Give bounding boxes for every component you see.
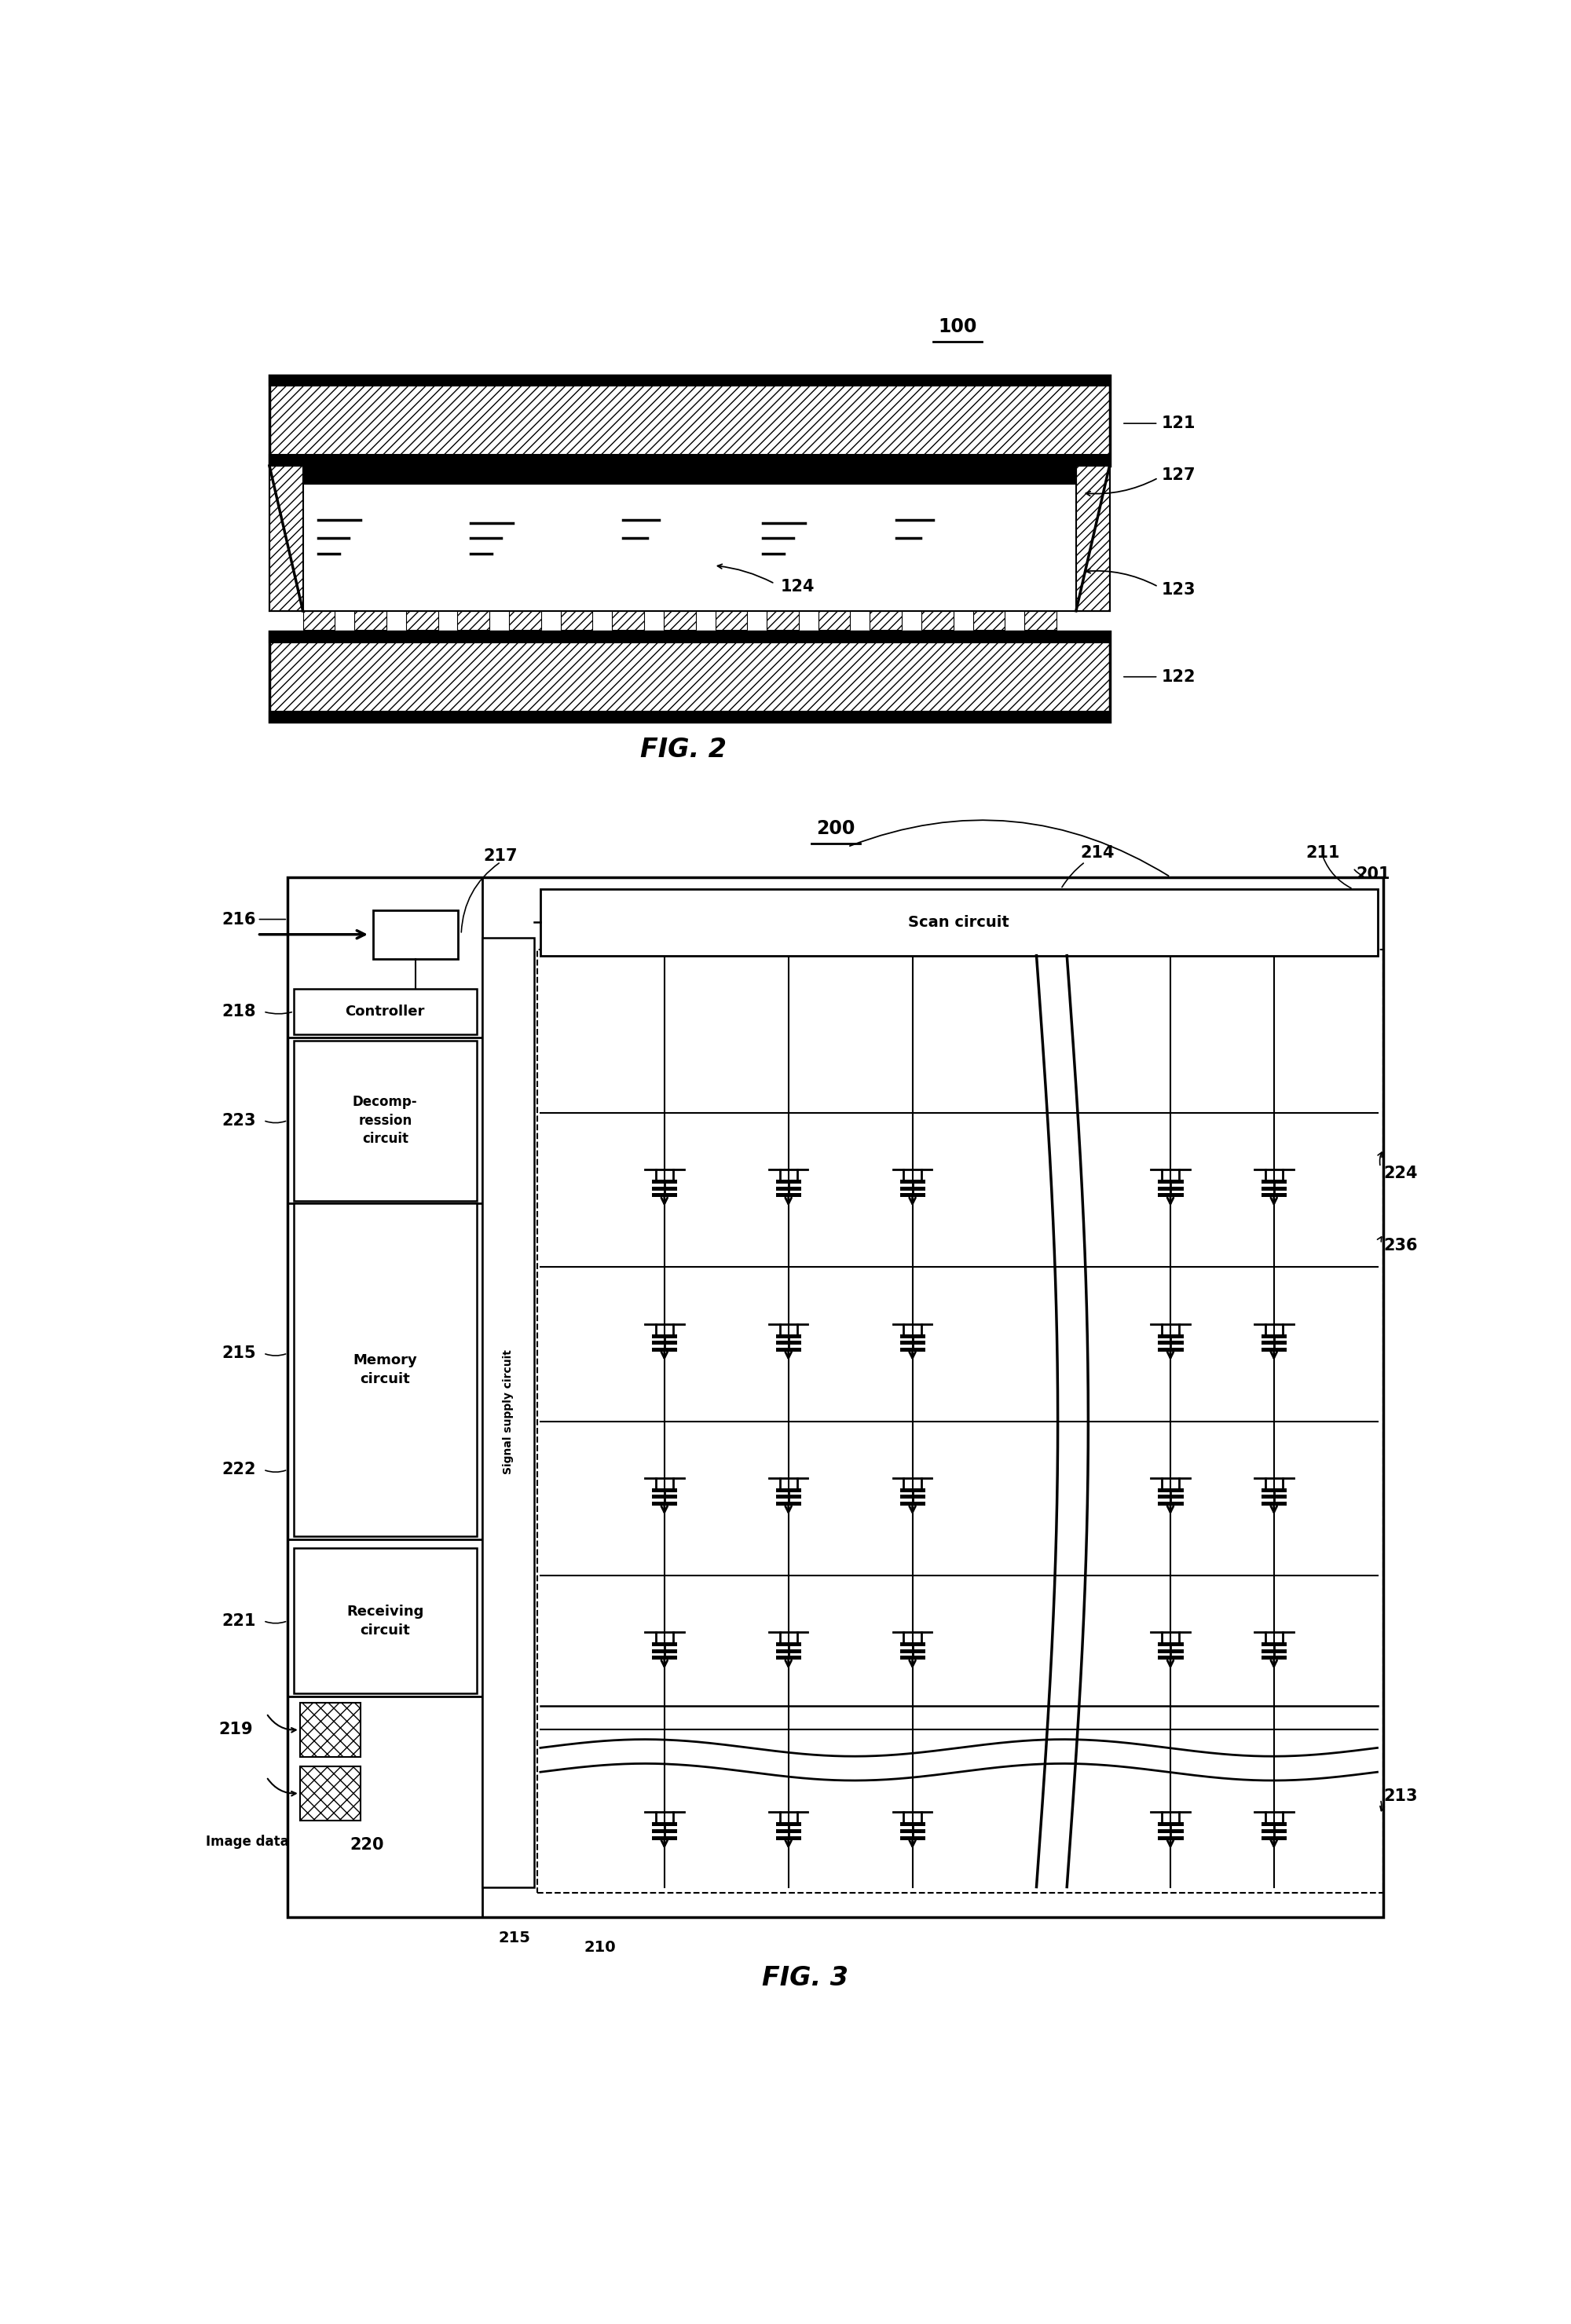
Text: FIG. 3: FIG. 3 [762,1964,848,1992]
Bar [270,465,303,611]
Bar [270,711,1109,723]
Bar [870,611,902,630]
Text: Memory
circuit: Memory circuit [353,1353,418,1385]
Bar [294,1041,476,1202]
Text: 222: 222 [222,1462,256,1478]
Text: 220: 220 [350,1836,383,1852]
Text: 223: 223 [222,1113,256,1127]
Bar [715,611,748,630]
Bar [294,1204,476,1536]
Bar [767,611,798,630]
Bar [372,911,459,957]
Bar [303,467,1076,483]
Text: 218: 218 [222,1004,256,1020]
Text: Controller: Controller [346,1004,424,1018]
Bar [818,611,850,630]
Text: 100: 100 [938,318,977,337]
Bar [613,611,644,630]
Bar [300,1766,361,1820]
Bar [1024,611,1056,630]
Bar [270,632,1109,641]
Text: FIG. 2: FIG. 2 [641,737,726,762]
Bar [270,374,1109,386]
Bar [270,456,1109,465]
Bar [561,611,592,630]
Bar [1076,465,1109,611]
Text: 215: 215 [222,1346,256,1362]
Bar [270,374,1109,465]
Text: Scan circuit: Scan circuit [908,916,1010,930]
Bar [457,611,490,630]
Bar [294,990,476,1034]
Text: 121: 121 [1161,416,1196,432]
Bar [270,632,1109,723]
Bar [537,951,1384,1894]
Text: 216: 216 [222,911,256,927]
Text: 236: 236 [1384,1239,1417,1253]
Text: 122: 122 [1161,669,1196,686]
Text: 215: 215 [498,1931,531,1945]
Bar [509,611,540,630]
Text: 127: 127 [1161,467,1196,483]
Bar [663,611,696,630]
Text: 210: 210 [584,1941,616,1954]
Text: 219: 219 [218,1722,253,1738]
Text: 211: 211 [1306,846,1340,860]
Text: 224: 224 [1384,1164,1417,1181]
Text: Receiving
circuit: Receiving circuit [347,1604,424,1636]
Bar [294,1548,476,1694]
Text: 201: 201 [1356,867,1390,881]
Bar [540,890,1378,955]
Bar [300,1703,361,1757]
Text: Signal supply circuit: Signal supply circuit [503,1350,514,1476]
Text: Image data: Image data [206,1834,289,1848]
Text: 214: 214 [1081,846,1114,860]
Bar [355,611,386,630]
Bar [287,876,1384,1917]
Bar [972,611,1005,630]
Bar [303,611,335,630]
Bar [922,611,954,630]
Text: 217: 217 [484,848,518,865]
Bar [482,937,534,1887]
Bar [405,611,438,630]
Text: 124: 124 [781,579,815,595]
Text: Decomp-
ression
circuit: Decomp- ression circuit [352,1095,418,1146]
Text: 200: 200 [817,818,855,839]
Text: 123: 123 [1161,581,1196,597]
Text: 221: 221 [222,1613,256,1629]
Text: 213: 213 [1384,1789,1417,1803]
